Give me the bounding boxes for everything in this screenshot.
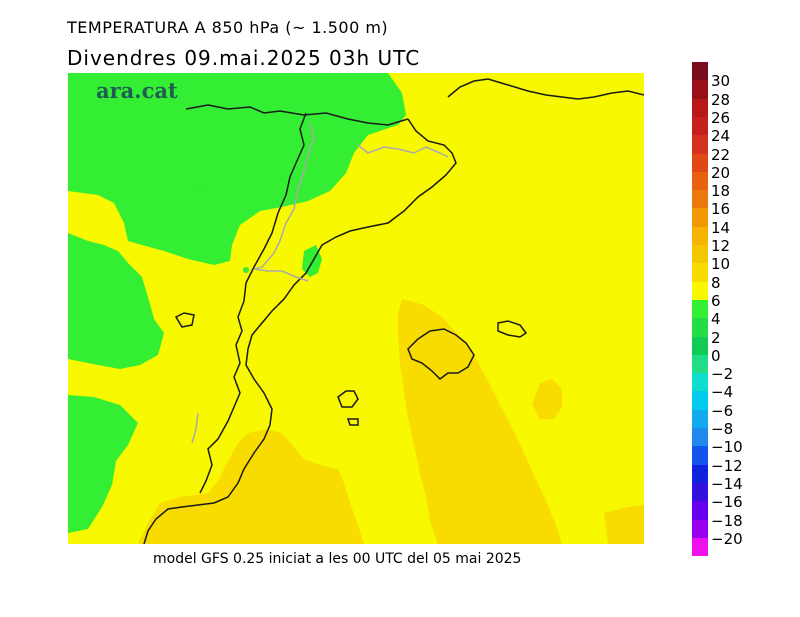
- color-scale-swatch: [692, 336, 708, 355]
- color-scale-label: −12: [711, 456, 743, 475]
- color-scale-label: 22: [711, 145, 731, 164]
- political-border: [191, 122, 449, 444]
- color-scale-label: −8: [711, 420, 734, 438]
- color-scale-swatch: [692, 482, 708, 502]
- color-scale-swatch: [692, 263, 708, 282]
- coastline: [143, 78, 644, 544]
- color-scale-label: 6: [711, 291, 721, 310]
- color-scale-swatch: [692, 153, 708, 172]
- green-temperature-area: [194, 184, 204, 194]
- ara-cat-logo[interactable]: ara.cat: [96, 78, 178, 103]
- gold-temperature-area: [604, 505, 644, 544]
- color-scale-label: −6: [711, 401, 734, 420]
- gold-temperature-area: [398, 299, 562, 544]
- green-temperature-area: [68, 73, 406, 265]
- color-scale-label: −2: [711, 365, 734, 384]
- color-scale-swatch: [692, 428, 708, 447]
- color-scale-label: 16: [711, 200, 731, 219]
- green-temperature-area: [68, 233, 164, 369]
- color-scale-swatch: [692, 446, 708, 465]
- color-scale-label: 26: [711, 108, 731, 127]
- color-scale-swatch: [692, 318, 708, 337]
- color-scale-swatch: [692, 464, 708, 484]
- color-scale-swatch: [692, 62, 708, 81]
- color-scale-swatch: [692, 116, 708, 136]
- color-scale-swatch: [692, 190, 708, 209]
- color-scale-label: 28: [711, 90, 731, 109]
- color-scale-label: 14: [711, 218, 731, 237]
- temperature-map: [68, 73, 644, 544]
- coastline: [337, 390, 359, 408]
- color-scale-swatch: [692, 281, 708, 301]
- color-scale-label: 8: [711, 273, 721, 292]
- color-scale-label: −14: [711, 474, 743, 493]
- political-border: [191, 412, 199, 444]
- color-scale-swatch: [692, 373, 708, 392]
- coastline: [447, 78, 644, 100]
- color-scale-label: 18: [711, 182, 731, 201]
- coastline: [174, 312, 195, 328]
- color-scale-label: 30: [711, 72, 731, 91]
- coastline: [199, 112, 307, 494]
- coastline: [185, 104, 409, 126]
- color-scale-label: 0: [711, 346, 721, 365]
- color-scale-swatch: [692, 519, 708, 538]
- gold-temperature-area: [532, 379, 562, 419]
- political-border: [253, 122, 315, 282]
- temperature-color-scale: [692, 62, 708, 557]
- color-scale-label: 20: [711, 163, 731, 182]
- coastline: [407, 328, 475, 380]
- color-scale-swatch: [692, 299, 708, 319]
- map-title: TEMPERATURA A 850 hPa (~ 1.500 m): [67, 18, 389, 37]
- gold-temperature-area: [496, 509, 506, 533]
- color-scale-swatch: [692, 537, 708, 557]
- color-scale-label: −20: [711, 529, 743, 548]
- color-scale-swatch: [692, 354, 708, 374]
- color-scale-label: 12: [711, 237, 731, 255]
- green-temperature-area: [68, 395, 138, 533]
- color-scale-label: −10: [711, 438, 743, 457]
- coastline: [143, 118, 457, 544]
- color-scale-swatch: [692, 208, 708, 227]
- coastline: [346, 418, 359, 426]
- color-scale-label: −4: [711, 383, 734, 402]
- color-scale-label: −16: [711, 493, 743, 512]
- gold-temperature-area: [138, 429, 364, 544]
- color-scale-swatch: [692, 135, 708, 154]
- map-datetime: Divendres 09.mai.2025 03h UTC: [67, 46, 421, 70]
- color-scale-swatch: [692, 98, 708, 118]
- color-scale-swatch: [692, 226, 708, 246]
- coastline: [497, 320, 528, 338]
- color-scale-label: 4: [711, 310, 721, 329]
- model-info-footer: model GFS 0.25 iniciat a les 00 UTC del …: [153, 551, 522, 567]
- color-scale-label: 10: [711, 255, 731, 274]
- color-scale-swatch: [692, 501, 708, 520]
- political-border: [357, 144, 449, 158]
- green-temperature-area: [243, 267, 249, 273]
- color-scale-swatch: [692, 80, 708, 99]
- color-scale-label: 24: [711, 127, 731, 146]
- color-scale-swatch: [692, 409, 708, 429]
- color-scale-swatch: [692, 245, 708, 264]
- color-scale-label: 2: [711, 328, 721, 347]
- color-scale-swatch: [692, 391, 708, 410]
- color-scale-label: −18: [711, 511, 743, 530]
- color-scale-swatch: [692, 171, 708, 191]
